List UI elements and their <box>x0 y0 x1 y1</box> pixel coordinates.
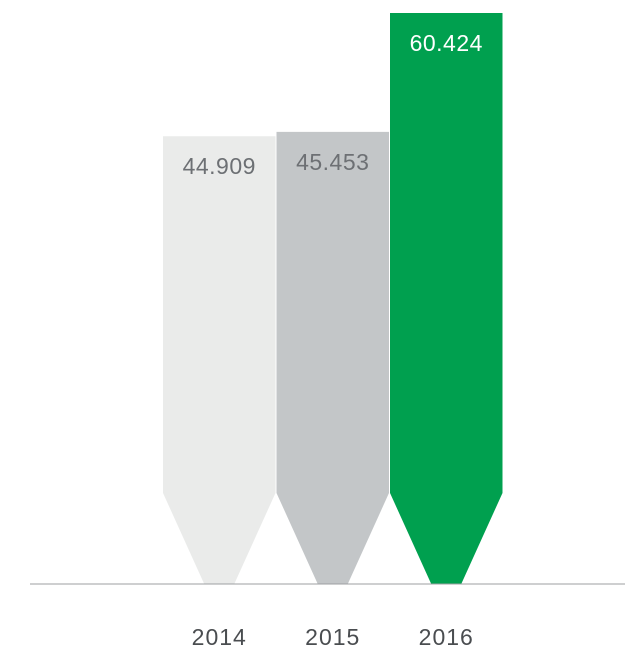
bars-group: 44.909 45.453 60.424 <box>163 13 503 585</box>
data-label-2014: 44.909 <box>183 153 256 179</box>
data-label-2015: 45.453 <box>296 149 369 175</box>
x-tick-label-2014: 2014 <box>192 624 247 650</box>
x-tick-labels: 2014 2015 2016 <box>192 624 474 650</box>
bar-2014 <box>163 136 276 585</box>
bar-2015 <box>276 131 389 584</box>
data-label-2016: 60.424 <box>410 30 483 56</box>
x-tick-label-2015: 2015 <box>305 624 360 650</box>
bar-2016 <box>390 13 503 584</box>
x-tick-label-2016: 2016 <box>419 624 474 650</box>
